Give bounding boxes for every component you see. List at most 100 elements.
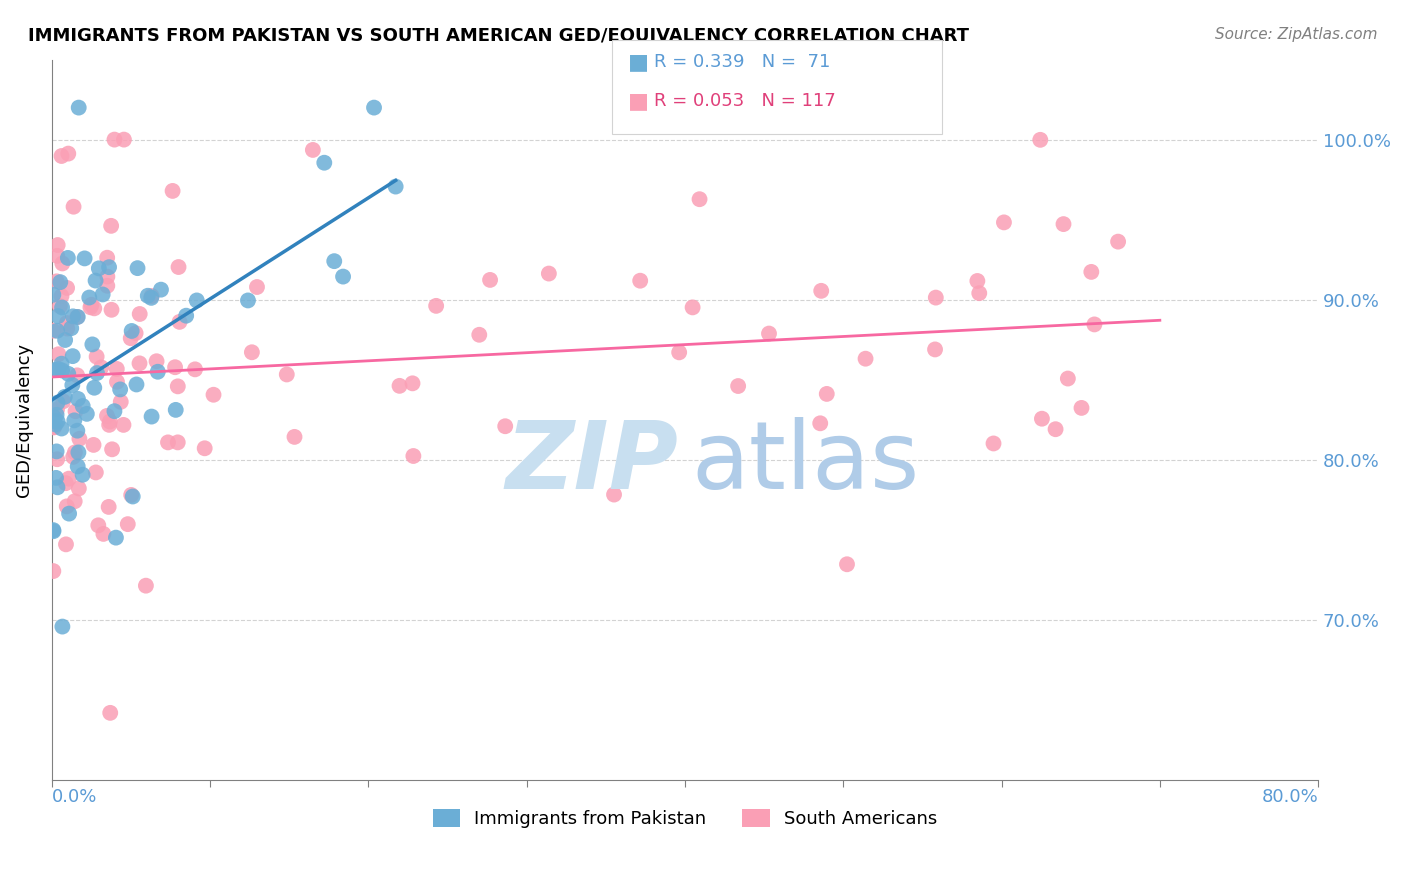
Point [84,466,107,480]
Point [96,251,118,265]
Point [42,410,65,425]
Point [283,430,305,444]
Point [58,472,80,486]
Point [66,368,89,383]
Point [46,414,69,428]
Point [166,435,188,450]
Point [58,367,80,381]
Point [135,579,157,593]
Point [60,378,83,392]
Point [105,362,128,376]
Point [468,327,491,342]
Point [98,260,121,275]
Point [83,381,105,395]
Point [86,366,108,380]
Point [51,421,73,435]
Point [276,368,298,382]
Point [56,281,79,295]
Point [808,417,831,431]
Point [1070,401,1092,415]
Point [42,324,65,338]
Point [98,706,121,720]
Text: IMMIGRANTS FROM PAKISTAN VS SOUTH AMERICAN GED/EQUIVALENCY CORRELATION CHART: IMMIGRANTS FROM PAKISTAN VS SOUTH AMERIC… [28,27,969,45]
Point [51,149,73,163]
Point [121,324,143,338]
Point [165,360,187,375]
Point [97,500,120,514]
Point [156,435,179,450]
Point [44,363,66,377]
Point [66,424,89,438]
Point [689,192,711,206]
Point [146,365,169,379]
Text: atlas: atlas [692,417,920,508]
Point [202,388,225,402]
Point [186,293,208,308]
Point [42,523,65,537]
Point [240,345,263,359]
Point [104,531,127,545]
Point [63,494,86,508]
Text: ■: ■ [628,53,650,72]
Point [67,432,90,446]
Point [82,337,104,351]
Point [56,321,79,335]
Text: R = 0.053   N = 117: R = 0.053 N = 117 [654,92,835,110]
Point [127,261,149,276]
Point [42,420,65,434]
Point [384,179,406,194]
Point [628,274,651,288]
Point [83,438,105,452]
Point [668,345,690,359]
Point [84,274,107,288]
Point [65,404,87,418]
Point [236,293,259,308]
Point [388,379,411,393]
Point [603,487,626,501]
Point [494,419,516,434]
Point [96,269,118,284]
Point [62,310,84,324]
Point [479,273,502,287]
Point [165,403,187,417]
Point [55,537,77,551]
Point [55,316,77,330]
Point [98,415,121,429]
Point [141,289,163,303]
Point [56,251,79,265]
Point [48,362,70,376]
Point [103,404,125,418]
Point [60,321,83,335]
Point [425,299,447,313]
Point [51,363,73,377]
Point [66,459,89,474]
Point [96,409,118,423]
Point [51,256,73,270]
Point [55,476,77,491]
Point [246,280,269,294]
Point [67,445,90,459]
Point [136,289,159,303]
Point [682,301,704,315]
Point [121,490,143,504]
Point [72,399,94,413]
Text: 80.0%: 80.0% [1261,788,1319,805]
Point [925,291,948,305]
Point [73,252,96,266]
Point [162,184,184,198]
Point [87,518,110,533]
Point [758,326,780,341]
Point [110,394,132,409]
Text: R = 0.339   N =  71: R = 0.339 N = 71 [654,54,830,71]
Point [63,413,86,427]
Point [83,301,105,316]
Point [120,331,142,345]
Legend: Immigrants from Pakistan, South Americans: Immigrants from Pakistan, South American… [426,802,945,836]
Point [45,471,67,485]
Point [166,379,188,393]
Point [100,219,122,233]
Point [79,300,101,314]
Point [1031,411,1053,425]
Point [55,500,77,514]
Point [1045,422,1067,436]
